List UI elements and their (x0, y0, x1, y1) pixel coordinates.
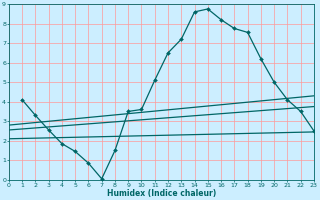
X-axis label: Humidex (Indice chaleur): Humidex (Indice chaleur) (107, 189, 216, 198)
